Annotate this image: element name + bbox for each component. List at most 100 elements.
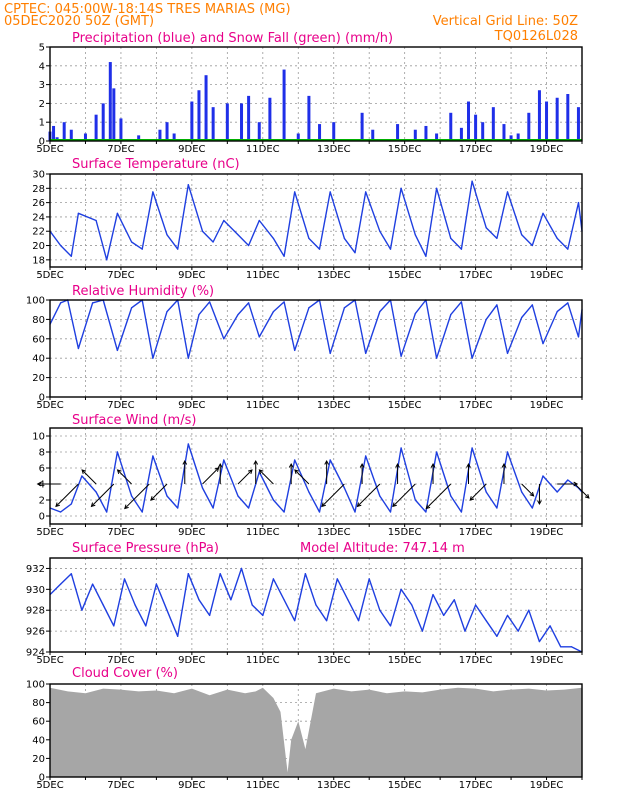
- rh-point: [506, 352, 509, 354]
- wind-arrowhead: [321, 502, 326, 508]
- wind-point: [308, 491, 310, 493]
- precip-bar: [371, 129, 375, 141]
- temp-point: [237, 234, 239, 236]
- precip-bar: [491, 107, 495, 141]
- temp-point: [400, 187, 402, 189]
- x-tick-label: 9DEC: [178, 144, 205, 155]
- pres-point: [123, 578, 126, 580]
- temp-point: [379, 230, 381, 232]
- pres-point: [517, 630, 519, 632]
- pres-point: [379, 609, 381, 611]
- pres-point: [187, 573, 189, 575]
- temp-point: [223, 219, 225, 222]
- y-tick-label: 28: [32, 184, 45, 195]
- precip-frame: [49, 46, 583, 142]
- rh-point: [577, 336, 580, 338]
- precip-bar: [467, 101, 471, 141]
- rh-point: [209, 301, 211, 303]
- rh-point: [556, 311, 558, 313]
- rh-point: [187, 357, 189, 359]
- x-tick-label: 13DEC: [317, 144, 351, 155]
- rh-point: [567, 302, 569, 304]
- precip-bar: [566, 94, 570, 141]
- temp-point: [389, 248, 392, 250]
- rh-point: [77, 347, 79, 350]
- temp-point: [354, 252, 356, 254]
- x-tick-label: 11DEC: [246, 400, 280, 411]
- pres-point: [357, 620, 360, 622]
- precip-bar: [69, 129, 73, 141]
- precip-bar: [282, 69, 286, 141]
- y-tick-label: 100: [26, 680, 45, 691]
- precip-bar: [360, 112, 364, 141]
- precip-bar: [527, 112, 531, 141]
- run-time-label: 05DEC2020 50Z (GMT): [4, 14, 154, 29]
- wind-point: [60, 511, 62, 513]
- rh-point: [521, 316, 523, 319]
- wind-arrowhead: [392, 502, 397, 508]
- x-tick-label: 9DEC: [178, 400, 205, 411]
- precip-bar: [296, 133, 300, 141]
- x-tick-label: 7DEC: [107, 527, 134, 538]
- pres-point: [528, 609, 530, 611]
- wind-point: [318, 511, 321, 513]
- rh-point: [460, 301, 463, 303]
- wind-point: [106, 511, 108, 513]
- y-tick-label: 4: [39, 61, 45, 72]
- pres-point: [368, 578, 370, 580]
- x-tick-label: 19DEC: [530, 144, 564, 155]
- temp-point: [308, 237, 310, 239]
- wind-arrowhead: [395, 462, 400, 468]
- rh-point: [60, 302, 62, 304]
- precip-bar: [332, 122, 336, 141]
- wind-point: [365, 455, 367, 457]
- precip-bar: [247, 95, 251, 141]
- wind-point: [187, 443, 189, 445]
- temp-point: [425, 255, 427, 257]
- temp-point: [318, 248, 321, 250]
- pres-point: [560, 646, 562, 648]
- wind-arrow: [259, 469, 274, 485]
- x-tick-label: 5DEC: [36, 144, 63, 155]
- wind-point: [177, 507, 179, 509]
- precip-bar: [481, 122, 485, 141]
- x-tick-label: 13DEC: [317, 400, 351, 411]
- pres-point: [304, 573, 306, 575]
- rh-point: [471, 357, 473, 359]
- wind-arrowhead: [288, 462, 294, 468]
- wind-point: [212, 507, 214, 509]
- precip-bar: [424, 125, 428, 141]
- precip-bar: [576, 107, 580, 141]
- pres-point: [506, 614, 509, 617]
- rh-point: [308, 307, 310, 309]
- wind-arrowhead: [182, 459, 188, 465]
- x-tick-label: 7DEC: [107, 270, 134, 281]
- rh-point: [116, 349, 118, 352]
- pres-point: [81, 609, 83, 611]
- rh-point: [152, 357, 154, 359]
- wind-arrowhead: [430, 462, 436, 468]
- rh-title: Relative Humidity (%): [72, 284, 214, 299]
- y-tick-label: 6: [39, 464, 45, 475]
- y-tick-label: 60: [32, 334, 45, 345]
- x-tick-label: 9DEC: [178, 527, 205, 538]
- x-tick-label: 13DEC: [317, 527, 351, 538]
- temp-point: [116, 212, 118, 214]
- x-tick-label: 5DEC: [36, 527, 63, 538]
- wind-point: [460, 511, 463, 513]
- wind-point: [130, 495, 133, 497]
- rh-point: [379, 311, 381, 313]
- rh-line: [49, 299, 583, 359]
- rh-point: [414, 312, 416, 315]
- temp-point: [577, 202, 580, 204]
- precip-bar: [555, 97, 559, 141]
- precip-bar: [502, 124, 506, 141]
- grid-line-note: Vertical Grid Line: 50Z: [433, 14, 578, 29]
- x-tick-label: 19DEC: [530, 655, 564, 666]
- x-tick-label: 9DEC: [178, 655, 205, 666]
- cloud-title: Cloud Cover (%): [72, 666, 178, 681]
- rh-point: [496, 304, 498, 306]
- temp-point: [414, 234, 416, 236]
- pres-point: [251, 604, 253, 606]
- rh-point: [91, 302, 94, 304]
